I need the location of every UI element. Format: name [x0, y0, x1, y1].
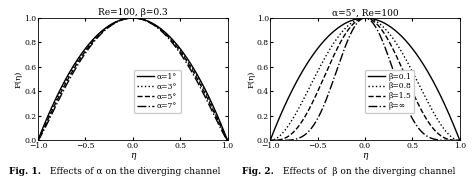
- Title: α=5°, Re=100: α=5°, Re=100: [332, 8, 398, 17]
- β=0.1: [423, 68, 429, 70]
- α=5°: [191, 71, 197, 73]
- β=0.1: [453, 129, 458, 131]
- β=0.1: [381, 22, 386, 24]
- Line: α=1°: α=1°: [38, 18, 228, 140]
- α=3°: [138, 18, 144, 20]
- β=1.5: [370, 20, 376, 22]
- β=∞: [362, 17, 368, 19]
- β=∞: [423, 134, 429, 136]
- Text: Fig. 1.: Fig. 1.: [9, 167, 42, 176]
- β=1.5: [357, 18, 363, 20]
- α=3°: [191, 69, 197, 71]
- β=0.8: [453, 138, 458, 141]
- α=3°: [220, 130, 226, 132]
- α=5°: [130, 17, 136, 19]
- β=∞: [358, 18, 364, 20]
- Line: α=5°: α=5°: [38, 18, 228, 140]
- Y-axis label: F(η): F(η): [15, 71, 23, 88]
- β=∞: [357, 19, 363, 21]
- α=7°: [126, 17, 132, 19]
- α=5°: [148, 22, 154, 24]
- α=1°: [126, 17, 132, 19]
- α=7°: [220, 132, 226, 135]
- α=1°: [148, 22, 154, 24]
- Line: β=0.8: β=0.8: [270, 18, 460, 140]
- β=0.1: [370, 18, 376, 20]
- α=1°: [191, 68, 197, 70]
- α=5°: [225, 139, 230, 141]
- X-axis label: η: η: [130, 151, 136, 160]
- β=∞: [457, 139, 463, 141]
- Line: β=∞: β=∞: [270, 18, 460, 140]
- β=∞: [370, 22, 376, 24]
- β=0.1: [267, 139, 273, 141]
- β=1.5: [457, 139, 463, 141]
- α=3°: [148, 22, 154, 24]
- α=3°: [130, 17, 136, 19]
- α=5°: [126, 17, 132, 19]
- α=7°: [130, 17, 136, 19]
- α=3°: [126, 17, 132, 19]
- α=5°: [138, 18, 144, 20]
- α=7°: [125, 17, 131, 19]
- β=0.8: [423, 97, 429, 99]
- Text: Effects of α on the diverging channel: Effects of α on the diverging channel: [47, 167, 221, 176]
- β=0.8: [457, 139, 463, 141]
- β=1.5: [358, 17, 364, 20]
- α=7°: [35, 139, 41, 141]
- β=1.5: [453, 139, 458, 141]
- Line: α=7°: α=7°: [38, 18, 228, 140]
- β=∞: [381, 42, 386, 44]
- α=5°: [220, 131, 226, 133]
- α=1°: [225, 139, 230, 141]
- α=3°: [125, 17, 131, 19]
- β=0.8: [267, 139, 273, 141]
- β=1.5: [381, 31, 386, 33]
- β=0.8: [358, 17, 364, 19]
- α=5°: [35, 139, 41, 141]
- α=1°: [220, 129, 226, 131]
- Text: Effects of  β on the diverging channel: Effects of β on the diverging channel: [280, 167, 455, 176]
- X-axis label: η: η: [362, 151, 368, 160]
- β=1.5: [423, 117, 429, 119]
- Legend: β=0.1, β=0.8, β=1.5, β=∞: β=0.1, β=0.8, β=1.5, β=∞: [365, 69, 414, 113]
- β=0.1: [457, 139, 463, 141]
- β=1.5: [267, 139, 273, 141]
- Line: β=0.1: β=0.1: [270, 18, 460, 140]
- α=3°: [225, 139, 230, 141]
- α=5°: [125, 17, 131, 19]
- Title: Re=100, β=0.3: Re=100, β=0.3: [98, 8, 167, 17]
- α=7°: [148, 22, 154, 24]
- Legend: α=1°, α=3°, α=5°, α=7°: α=1°, α=3°, α=5°, α=7°: [134, 69, 181, 113]
- β=0.1: [357, 17, 363, 19]
- β=0.8: [357, 17, 363, 20]
- Line: α=3°: α=3°: [38, 18, 228, 140]
- α=3°: [35, 139, 41, 141]
- α=7°: [225, 139, 230, 141]
- α=1°: [125, 17, 131, 19]
- β=0.8: [362, 17, 368, 19]
- β=0.8: [370, 19, 376, 21]
- β=1.5: [362, 17, 368, 19]
- β=0.1: [358, 17, 364, 19]
- Text: Fig. 2.: Fig. 2.: [242, 167, 273, 176]
- Line: β=1.5: β=1.5: [270, 18, 460, 140]
- β=0.1: [362, 17, 368, 19]
- α=7°: [191, 74, 197, 76]
- Y-axis label: F(η): F(η): [247, 71, 255, 88]
- β=0.8: [381, 26, 386, 28]
- α=1°: [130, 17, 136, 19]
- α=1°: [35, 139, 41, 141]
- α=1°: [138, 18, 144, 20]
- β=∞: [267, 139, 273, 141]
- α=7°: [138, 18, 144, 20]
- β=∞: [453, 139, 458, 141]
